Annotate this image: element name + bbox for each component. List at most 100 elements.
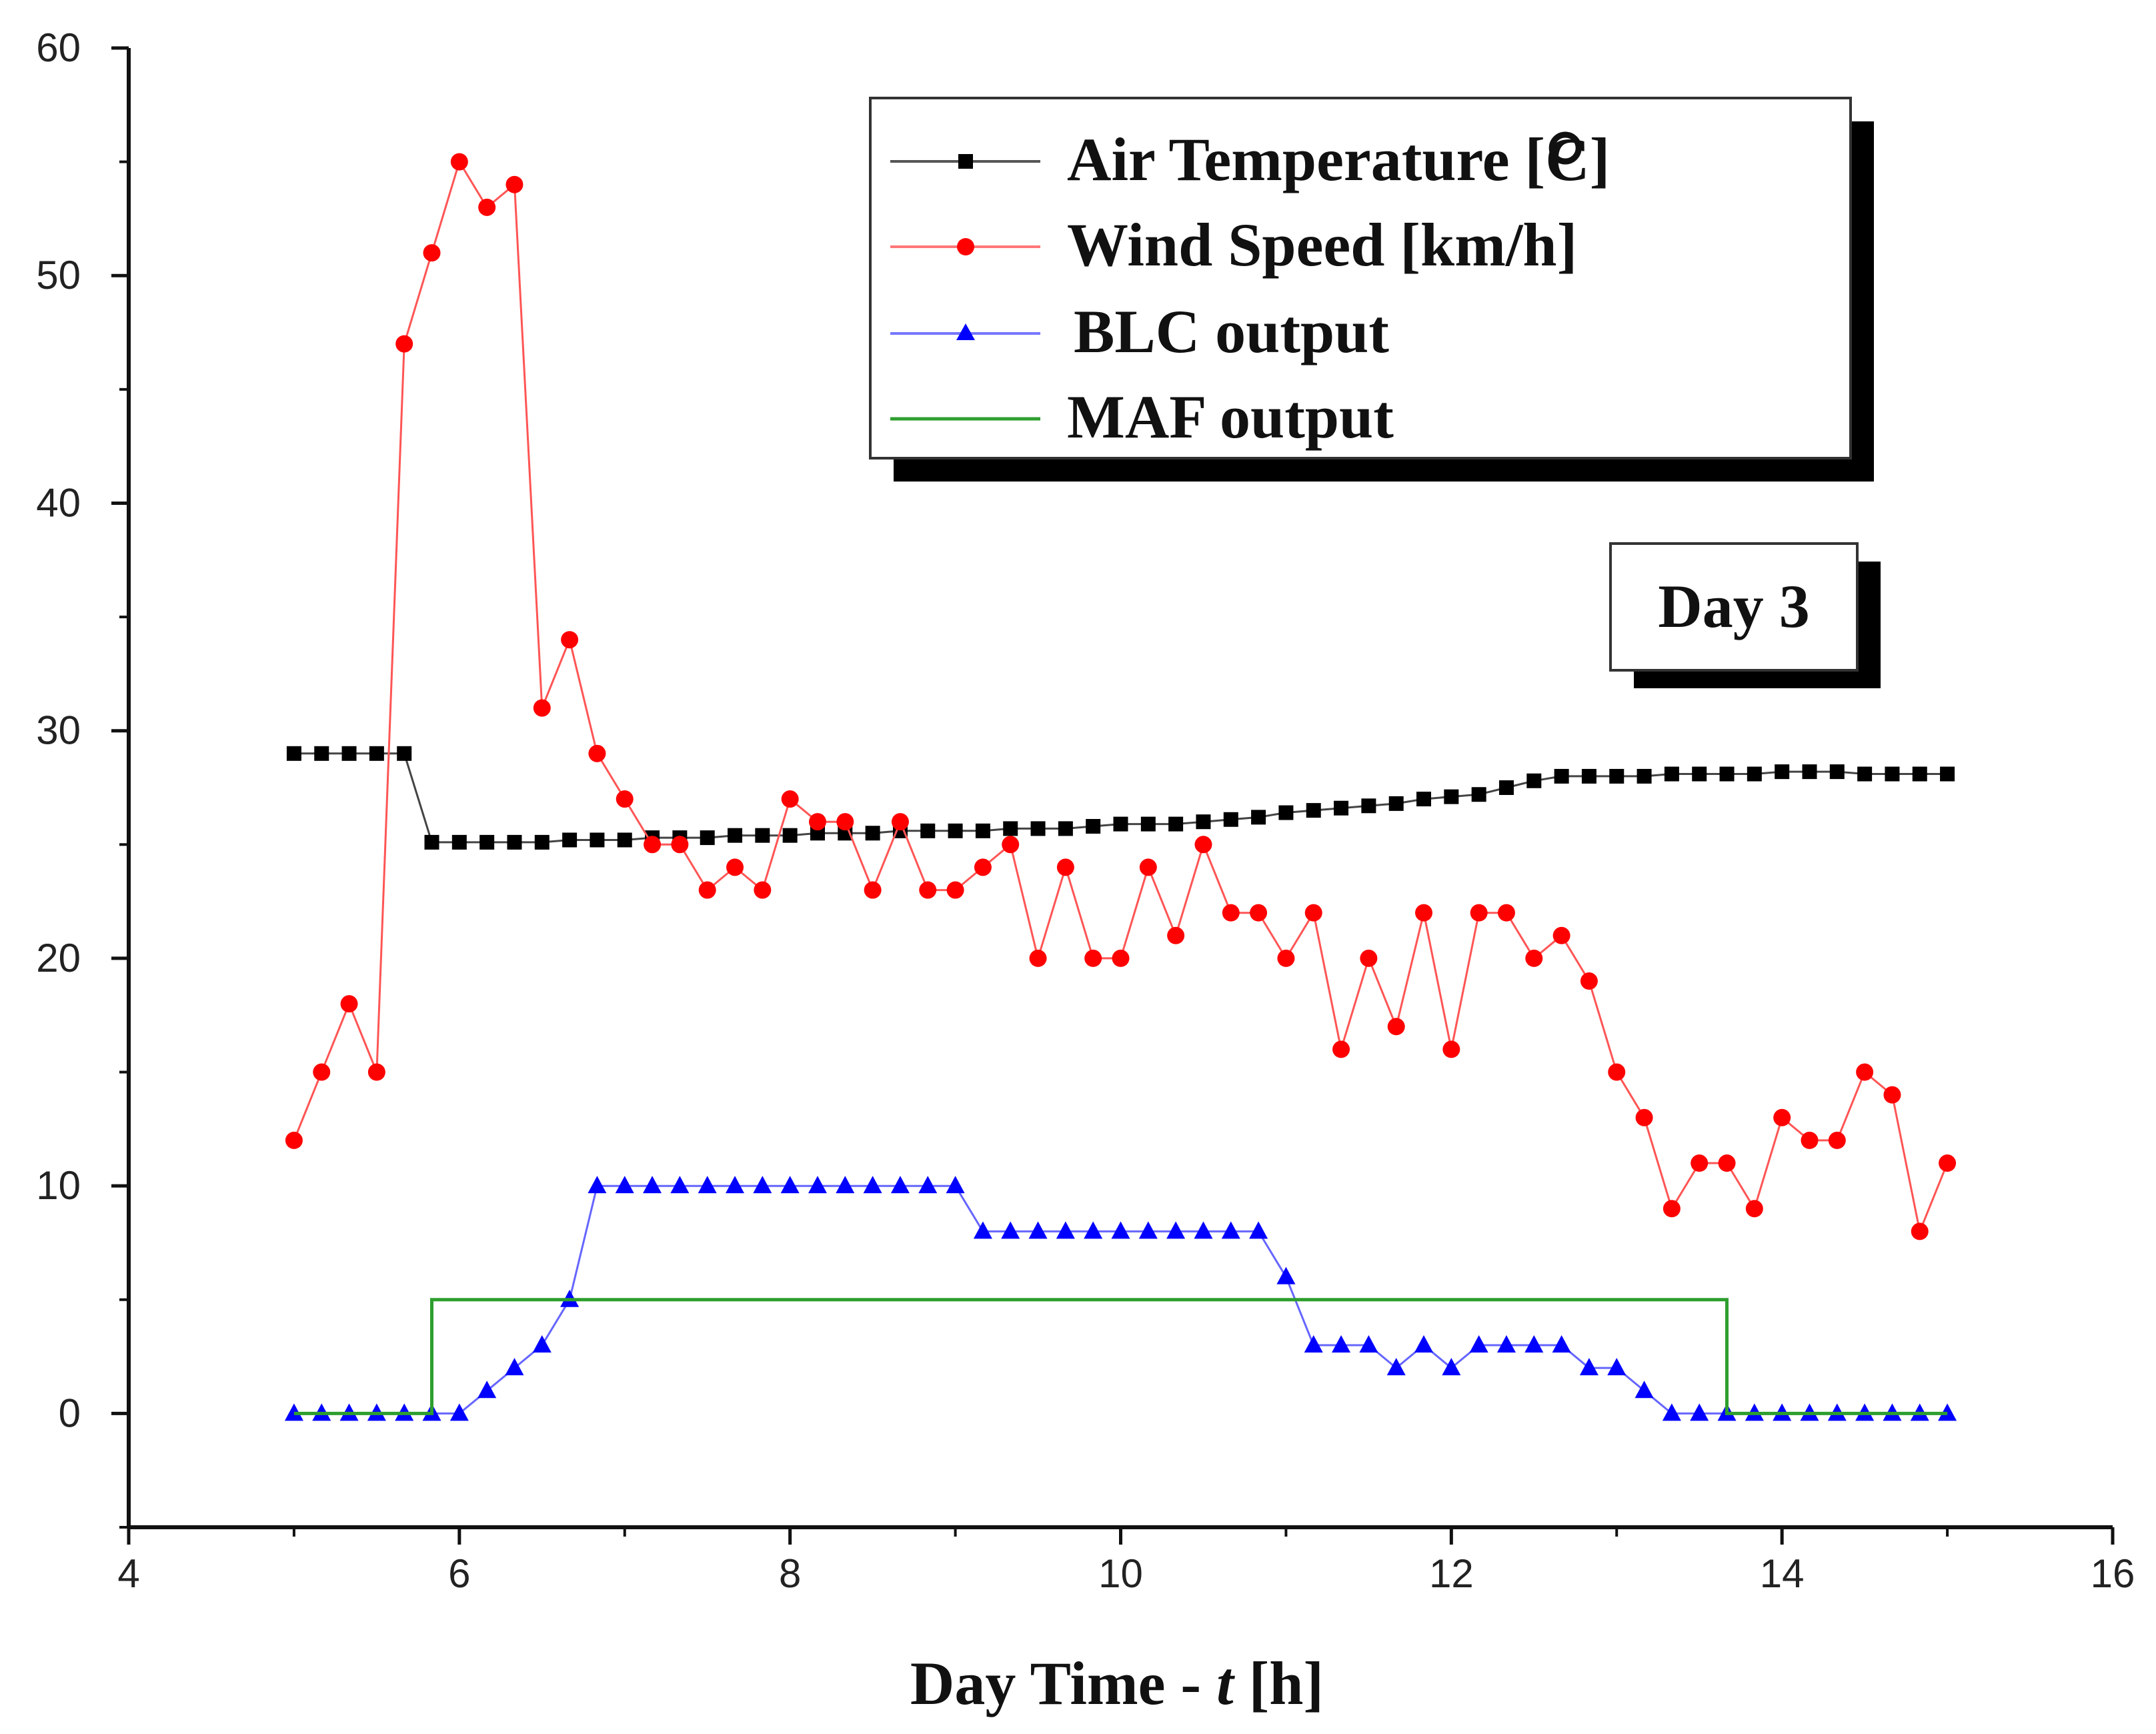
data-point-blc-output xyxy=(1690,1403,1709,1421)
data-point-blc-output xyxy=(836,1176,855,1194)
data-point-wind-speed xyxy=(974,858,992,876)
data-point-wind-speed xyxy=(1194,836,1212,854)
legend-box xyxy=(869,97,1852,460)
data-point-wind-speed xyxy=(423,244,441,262)
data-point-air-temperature xyxy=(286,746,301,761)
data-point-wind-speed xyxy=(1387,1018,1405,1036)
data-point-air-temperature xyxy=(617,832,632,848)
x-axis-title: Day Time - t [h] xyxy=(910,1649,1324,1717)
data-point-wind-speed xyxy=(1112,949,1130,967)
data-point-air-temperature xyxy=(755,828,770,843)
data-point-blc-output xyxy=(1304,1335,1323,1353)
data-point-wind-speed xyxy=(1250,904,1268,922)
legend-item-wind-speed: Wind Speed [km/h] xyxy=(890,211,1577,279)
data-point-wind-speed xyxy=(1745,1200,1763,1218)
data-point-air-temperature xyxy=(1829,764,1845,780)
data-point-air-temperature xyxy=(1912,766,1927,782)
data-point-air-temperature xyxy=(1775,764,1790,780)
ticks: 4 6 8 10 12 14 16 0 10 20 30 40 50 60 xyxy=(36,25,2135,1596)
data-point-wind-speed xyxy=(1056,858,1074,876)
data-point-wind-speed xyxy=(1442,1040,1460,1058)
data-point-blc-output xyxy=(863,1176,882,1194)
data-point-blc-output xyxy=(615,1176,634,1194)
legend-air-temp-main: Air Temperature [ xyxy=(1067,125,1545,193)
data-point-air-temperature xyxy=(1747,766,1762,782)
y-tick-label: 10 xyxy=(36,1163,81,1208)
data-point-wind-speed xyxy=(754,881,772,899)
data-point-air-temperature xyxy=(1113,816,1128,832)
series-line-maf-output xyxy=(293,1298,1948,1415)
data-point-air-temperature xyxy=(1003,821,1018,836)
data-point-air-temperature xyxy=(1030,821,1046,836)
data-point-wind-speed xyxy=(285,1131,303,1149)
data-point-air-temperature xyxy=(1554,768,1569,784)
y-tick-label: 40 xyxy=(36,480,81,525)
data-point-air-temperature xyxy=(562,832,578,848)
data-point-air-temperature xyxy=(1086,819,1101,834)
data-point-air-temperature xyxy=(1498,780,1514,795)
data-point-wind-speed xyxy=(478,198,496,216)
legend: Air Temperature [C] Wind Speed [km/h] BL… xyxy=(869,97,1874,482)
data-point-air-temperature xyxy=(1857,766,1873,782)
data-point-wind-speed xyxy=(891,813,909,831)
data-point-wind-speed xyxy=(1580,972,1598,990)
data-point-blc-output xyxy=(698,1176,717,1194)
data-point-wind-speed xyxy=(1663,1200,1681,1218)
data-point-wind-speed xyxy=(588,744,606,762)
data-point-wind-speed xyxy=(1360,949,1378,967)
data-point-blc-output xyxy=(1332,1335,1351,1353)
data-point-blc-output xyxy=(918,1176,938,1194)
data-point-wind-speed xyxy=(1691,1154,1709,1172)
data-point-wind-speed xyxy=(836,813,854,831)
data-point-wind-speed xyxy=(1415,904,1433,922)
x-axis-title-variable: t xyxy=(1216,1649,1235,1717)
legend-label-wind-speed: Wind Speed [km/h] xyxy=(1067,211,1577,279)
data-point-blc-output xyxy=(973,1221,992,1239)
data-point-air-temperature xyxy=(1471,787,1486,802)
data-point-wind-speed xyxy=(1801,1131,1819,1149)
data-point-air-temperature xyxy=(1168,816,1184,832)
data-point-blc-output xyxy=(1442,1358,1461,1376)
data-point-wind-speed xyxy=(808,813,826,831)
day-annotation: Day 3 xyxy=(1609,542,1881,688)
data-point-air-temperature xyxy=(1251,810,1266,825)
data-point-blc-output xyxy=(1469,1335,1488,1353)
data-point-blc-output xyxy=(1221,1221,1240,1239)
data-point-air-temperature xyxy=(1526,773,1542,788)
data-point-wind-speed xyxy=(1332,1040,1350,1058)
series-layer xyxy=(284,153,1957,1421)
data-point-blc-output xyxy=(532,1335,552,1353)
data-point-blc-output xyxy=(449,1403,469,1421)
data-point-blc-output xyxy=(1662,1403,1681,1421)
y-tick-label: 50 xyxy=(36,253,81,297)
data-point-blc-output xyxy=(890,1176,910,1194)
data-point-air-temperature xyxy=(479,834,495,850)
data-point-wind-speed xyxy=(313,1063,331,1081)
data-point-wind-speed xyxy=(1635,1108,1653,1126)
data-point-blc-output xyxy=(643,1176,662,1194)
data-point-blc-output xyxy=(670,1176,690,1194)
data-point-air-temperature xyxy=(1278,805,1294,820)
data-point-wind-speed xyxy=(1029,949,1047,967)
data-point-wind-speed xyxy=(1277,949,1295,967)
x-tick-label: 16 xyxy=(2091,1551,2135,1596)
data-point-wind-speed xyxy=(1718,1154,1736,1172)
data-point-wind-speed xyxy=(1911,1222,1929,1240)
data-point-air-temperature xyxy=(1444,789,1459,804)
legend-label-air-temperature: Air Temperature [C] xyxy=(1067,125,1610,193)
series-air-temperature-c xyxy=(286,746,1955,850)
data-point-air-temperature xyxy=(1388,796,1404,811)
data-point-air-temperature xyxy=(920,823,936,838)
data-point-blc-output xyxy=(753,1176,772,1194)
data-point-wind-speed xyxy=(340,995,358,1013)
data-point-blc-output xyxy=(1276,1266,1296,1284)
data-point-air-temperature xyxy=(700,830,715,846)
data-point-wind-speed xyxy=(1552,926,1570,944)
y-tick-label: 60 xyxy=(36,25,81,70)
data-point-air-temperature xyxy=(1306,803,1321,818)
data-point-air-temperature xyxy=(451,834,467,850)
data-point-air-temperature xyxy=(1140,816,1156,832)
data-point-wind-speed xyxy=(1608,1063,1626,1081)
degree-icon xyxy=(1548,131,1582,165)
data-point-air-temperature xyxy=(369,746,384,761)
